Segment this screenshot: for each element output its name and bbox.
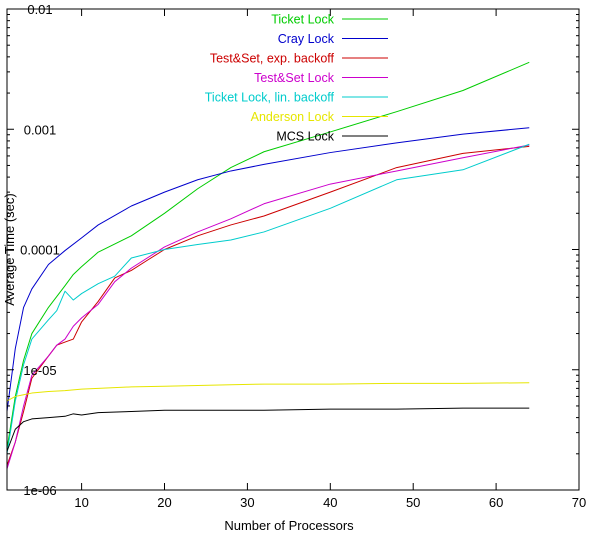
y-tick-label: 0.01 — [27, 2, 52, 17]
y-tick-label: 0.0001 — [20, 243, 60, 258]
series-line-6 — [6, 382, 530, 402]
legend-label: Cray Lock — [278, 32, 335, 46]
series-line-4 — [6, 144, 530, 469]
x-tick-label: 10 — [74, 495, 88, 510]
y-tick-label: 1e-05 — [23, 363, 56, 378]
y-tick-label: 1e-06 — [23, 483, 56, 498]
x-axis-title: Number of Processors — [224, 518, 354, 533]
series-line-2 — [6, 127, 530, 412]
x-tick-label: 60 — [489, 495, 503, 510]
y-tick-label: 0.001 — [24, 122, 57, 137]
legend-label: Test&Set, exp. backoff — [210, 52, 335, 66]
x-tick-label: 30 — [240, 495, 254, 510]
series-line-7 — [6, 407, 530, 452]
series-line-1 — [6, 61, 530, 449]
plot-area — [6, 61, 530, 469]
x-axis: 10 20 30 40 50 60 70 — [74, 9, 586, 510]
x-tick-label: 70 — [572, 495, 586, 510]
series-line-5 — [6, 143, 530, 454]
legend-label: MCS Lock — [276, 130, 334, 144]
legend-label: Anderson Lock — [251, 110, 335, 124]
series-line-3 — [6, 145, 530, 466]
x-tick-label: 40 — [323, 495, 337, 510]
legend: Ticket Lock Cray Lock Test&Set, exp. backo… — [205, 13, 388, 144]
x-tick-label: 20 — [157, 495, 171, 510]
legend-label: Ticket Lock — [271, 13, 335, 27]
legend-label: Test&Set Lock — [254, 71, 335, 85]
y-axis-title: Average Time (sec) — [2, 193, 17, 305]
y-axis: 1e-06 1e-05 0.0001 0.001 0.01 — [7, 2, 579, 498]
x-tick-label: 50 — [406, 495, 420, 510]
legend-label: Ticket Lock, lin. backoff — [205, 91, 335, 105]
